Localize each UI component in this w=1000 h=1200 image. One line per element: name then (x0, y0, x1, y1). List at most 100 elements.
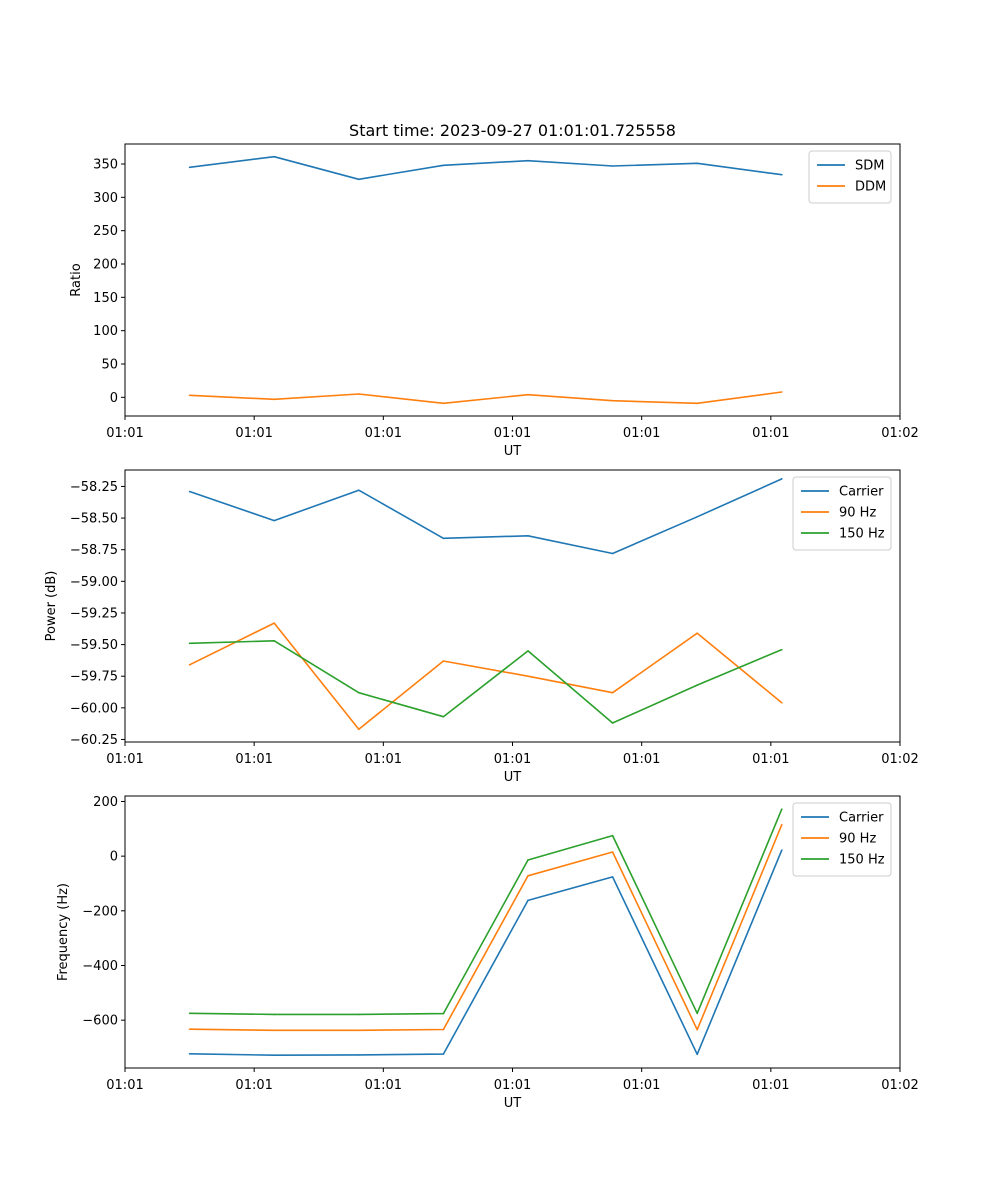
plot-frame (124, 795, 901, 1069)
data-point (611, 552, 614, 555)
data-point (611, 399, 614, 402)
data-point (781, 808, 783, 810)
legend-label: Carrier (839, 485, 884, 500)
data-point (442, 402, 445, 405)
y-tick-label: −58.25 (70, 480, 118, 495)
data-point (781, 391, 783, 393)
data-point (442, 1028, 445, 1031)
x-tick-label: 01:01 (494, 1078, 531, 1093)
data-point (188, 1052, 191, 1055)
y-tick-label: −58.50 (70, 512, 118, 527)
y-tick-label: −59.00 (70, 575, 118, 590)
legend: Carrier 90 Hz 150 Hz (792, 802, 892, 877)
y-tick-label: 100 (93, 324, 118, 339)
data-point (696, 1053, 699, 1056)
x-tick-label: 01:01 (623, 1078, 660, 1093)
series-line-90-hz (189, 824, 783, 1032)
legend-label: DDM (855, 180, 886, 195)
data-point (527, 534, 529, 537)
x-tick-label: 01:01 (623, 426, 660, 441)
data-point (781, 701, 783, 704)
data-point (273, 622, 275, 624)
x-axis-label: UT (504, 1096, 522, 1111)
data-point (611, 691, 614, 694)
legend-box (792, 476, 892, 551)
power-panel: −60.25 −60.00 −59.75 −59.50 −59.25 −59.00 −58.… (44, 469, 919, 785)
y-tick-label: 0 (110, 391, 118, 406)
legend: Carrier 90 Hz 150 Hz (792, 476, 892, 551)
data-point (273, 1013, 275, 1016)
data-point (273, 155, 275, 158)
x-tick-label: 01:01 (106, 752, 143, 767)
series-line-carrier (189, 849, 783, 1056)
data-point (273, 519, 275, 522)
data-point (357, 1029, 360, 1032)
legend-label: 90 Hz (839, 506, 876, 521)
series-line-carrier (189, 478, 783, 555)
y-tick-label: 50 (101, 358, 118, 373)
x-tick-label: 01:01 (235, 752, 272, 767)
x-tick-label: 01:01 (752, 1078, 789, 1093)
legend: SDM DDM (808, 150, 892, 204)
y-tick-label: −59.25 (70, 606, 118, 621)
data-point (442, 1012, 445, 1015)
data-point (696, 1012, 699, 1015)
x-tick-label: 01:01 (106, 426, 143, 441)
series-line-90-hz (189, 622, 783, 731)
data-point (527, 393, 529, 396)
data-point (442, 1053, 445, 1055)
data-point (611, 851, 614, 853)
y-tick-label: 200 (93, 258, 118, 273)
data-point (188, 642, 191, 645)
x-tick-label: 01:01 (365, 752, 402, 767)
series-line-sdm (189, 155, 782, 181)
y-tick-label: 200 (93, 795, 118, 810)
x-axis-label: UT (504, 770, 522, 785)
data-point (781, 849, 783, 851)
data-point (273, 1029, 275, 1032)
y-tick-label: −400 (82, 959, 118, 974)
data-point (696, 516, 699, 518)
y-tick-label: −60.25 (70, 733, 118, 748)
data-point (442, 537, 445, 540)
data-point (527, 859, 529, 861)
y-tick-label: −600 (82, 1014, 118, 1029)
data-point (696, 402, 699, 405)
plot-frame (124, 469, 901, 743)
data-point (357, 1013, 360, 1016)
legend-label: 150 Hz (839, 527, 885, 542)
chart-title: Start time: 2023-09-27 01:01:01.725558 (349, 121, 676, 140)
data-point (442, 660, 445, 662)
x-tick-label: 01:02 (881, 752, 918, 767)
data-point (442, 164, 445, 167)
data-point (781, 648, 783, 651)
y-axis-label: Ratio (69, 263, 84, 296)
x-tick-label: 01:01 (752, 426, 789, 441)
legend-label: Carrier (839, 811, 884, 826)
data-point (696, 684, 699, 686)
data-point (611, 834, 614, 837)
x-tick-label: 01:01 (235, 426, 272, 441)
data-point (611, 722, 614, 724)
data-point (188, 490, 191, 493)
data-point (527, 650, 529, 652)
frequency-panel: −600 −400 −200 0 200 01:01 01:01 01:01 01:01 01:0… (56, 795, 919, 1111)
x-tick-label: 01:01 (106, 1078, 143, 1093)
data-point (527, 159, 529, 162)
data-point (188, 664, 191, 666)
legend-label: 150 Hz (839, 853, 885, 868)
x-tick-label: 01:01 (752, 752, 789, 767)
x-tick-label: 01:01 (365, 1078, 402, 1093)
data-point (611, 876, 614, 878)
x-tick-label: 01:01 (623, 752, 660, 767)
data-point (357, 691, 360, 694)
y-tick-label: 150 (93, 291, 118, 306)
data-point (273, 1054, 275, 1056)
data-point (696, 632, 699, 634)
data-point (442, 715, 445, 718)
data-point (357, 1054, 360, 1056)
data-point (357, 178, 360, 181)
data-point (696, 1028, 699, 1031)
legend-box (792, 802, 892, 877)
